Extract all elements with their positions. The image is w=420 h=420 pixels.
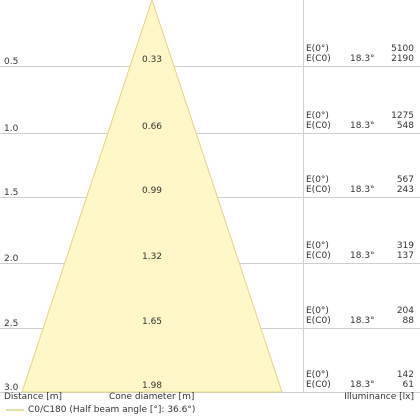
- illuminance-axis-label: Illuminance [lx]: [344, 392, 414, 402]
- e0-label: E(0°): [306, 111, 329, 121]
- cone-diameter-value: 0.66: [141, 122, 163, 132]
- ec0-illuminance-value: 548: [396, 121, 414, 131]
- e0-label: E(0°): [306, 306, 329, 316]
- cone-diameter-axis-label: Cone diameter [m]: [109, 392, 195, 402]
- cone-diameter-value: 1.65: [141, 317, 163, 327]
- cone-diameter-value: 0.99: [141, 186, 163, 196]
- e0-label: E(0°): [306, 370, 329, 380]
- ec0-label: E(C0): [306, 54, 331, 64]
- ec0-label: E(C0): [306, 121, 331, 131]
- e0-illuminance-value: 204: [396, 306, 414, 316]
- half-angle-value: 18.3°: [350, 54, 375, 64]
- cone-diameter-value: 1.32: [141, 252, 163, 262]
- light-cone: [21, 0, 283, 393]
- distance-value: 3.0: [4, 383, 19, 393]
- half-angle-value: 18.3°: [350, 185, 375, 195]
- cone-diameter-value: 0.33: [141, 55, 163, 65]
- half-angle-value: 18.3°: [350, 380, 375, 390]
- ec0-illuminance-value: 137: [396, 251, 414, 261]
- e0-illuminance-value: 319: [396, 241, 414, 251]
- e0-label: E(0°): [306, 241, 329, 251]
- distance-value: 2.5: [4, 319, 19, 329]
- half-angle-value: 18.3°: [350, 121, 375, 131]
- e0-illuminance-value: 5100: [391, 44, 414, 54]
- distance-value: 0.5: [4, 57, 19, 67]
- ec0-label: E(C0): [306, 316, 331, 326]
- e0-illuminance-value: 1275: [391, 111, 414, 121]
- distance-axis-label: Distance [m]: [4, 392, 63, 402]
- e0-label: E(0°): [306, 44, 329, 54]
- e0-illuminance-value: 142: [396, 370, 414, 380]
- distance-value: 1.5: [4, 188, 19, 198]
- distance-value: 1.0: [4, 124, 19, 134]
- half-angle-value: 18.3°: [350, 251, 375, 261]
- legend-label: C0/C180 (Half beam angle [°]: 36.6°): [28, 405, 196, 415]
- half-angle-value: 18.3°: [350, 316, 375, 326]
- ec0-illuminance-value: 88: [402, 316, 414, 326]
- ec0-illuminance-value: 243: [396, 185, 414, 195]
- cone-diameter-value: 1.98: [141, 381, 163, 391]
- distance-value: 2.0: [4, 254, 19, 264]
- e0-label: E(0°): [306, 175, 329, 185]
- ec0-illuminance-value: 2190: [391, 54, 414, 64]
- e0-illuminance-value: 567: [396, 175, 414, 185]
- ec0-label: E(C0): [306, 380, 331, 390]
- ec0-label: E(C0): [306, 185, 331, 195]
- ec0-illuminance-value: 61: [402, 380, 414, 390]
- ec0-label: E(C0): [306, 251, 331, 261]
